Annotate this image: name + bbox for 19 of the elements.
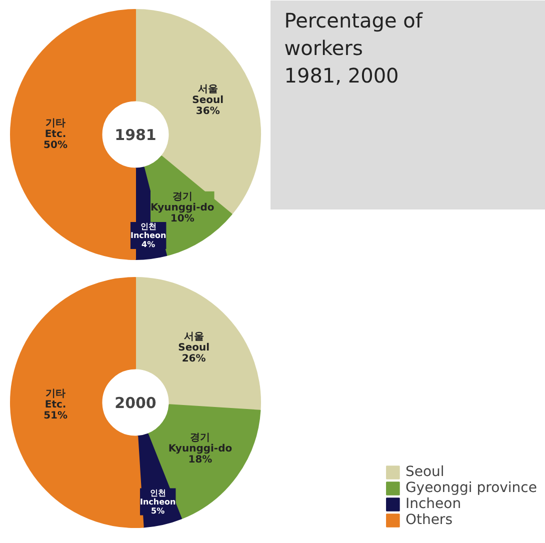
- legend-label: Others: [405, 512, 452, 528]
- data-label: 10%: [170, 213, 194, 224]
- data-label: 인천 Incheon 5%: [140, 488, 176, 516]
- text: 1981: [114, 126, 156, 144]
- data-label: 기타 Etc. 51%: [44, 388, 68, 422]
- data-label: 서울 Seoul 26%: [178, 332, 210, 365]
- slice-label: 경기 Kyunggi-do: [150, 191, 214, 214]
- data-label: 4%: [142, 240, 156, 249]
- data-label: 경기 Kyunggi-do 18%: [168, 432, 232, 466]
- legend-label: Gyeonggi province: [405, 480, 537, 496]
- slice-label: 인천 Incheon: [130, 222, 167, 240]
- text: Percentage of workers 1981, 2000: [284, 8, 424, 88]
- legend-label: Seoul: [405, 464, 444, 480]
- data-label: 36%: [196, 106, 220, 118]
- slice-label: 기타 Etc.: [44, 118, 66, 140]
- data-label: 50%: [44, 140, 68, 151]
- text: 2000: [114, 394, 156, 412]
- slice-label: 서울 Seoul: [192, 84, 224, 106]
- legend-label: Incheon: [405, 496, 462, 512]
